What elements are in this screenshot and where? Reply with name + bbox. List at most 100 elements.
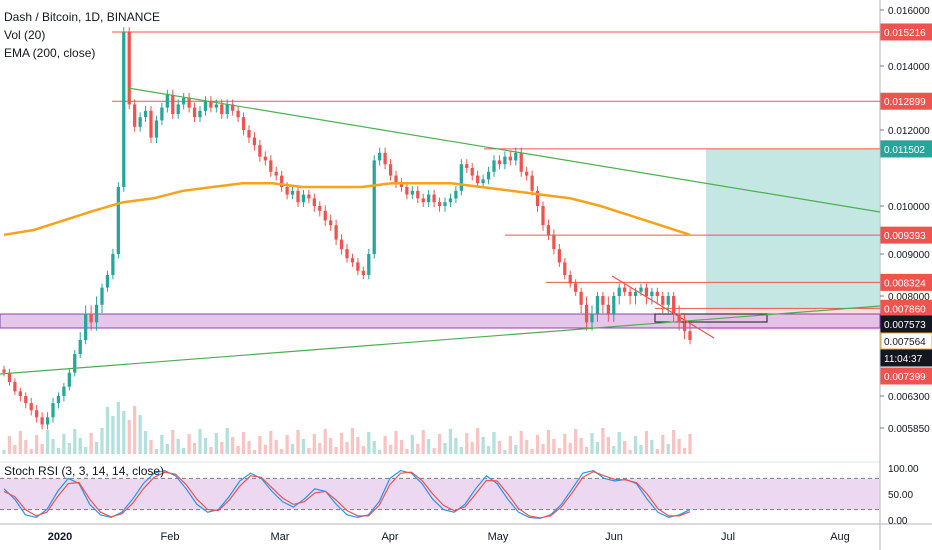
candle-body — [2, 369, 6, 373]
candle-body — [661, 296, 665, 305]
price-tag-box — [880, 315, 932, 333]
volume-bar — [116, 402, 120, 454]
price-tag-label: 0.008324 — [884, 278, 926, 289]
volume-bar — [579, 438, 583, 454]
candle-body — [111, 254, 115, 275]
volume-bar — [105, 407, 110, 454]
candle-body — [269, 160, 273, 172]
volume-bar — [154, 449, 159, 454]
candle-body — [263, 156, 267, 161]
candle-body — [192, 107, 197, 118]
volume-bar — [481, 437, 485, 454]
x-tick-label: Apr — [381, 531, 398, 543]
candle-body — [459, 164, 463, 191]
candle-body — [252, 137, 257, 146]
volume-bar — [350, 428, 355, 454]
ascending-trendline — [0, 305, 881, 375]
volume-bar — [672, 430, 676, 454]
symbol-title: Dash / Bitcoin, 1D, BINANCE — [4, 10, 161, 24]
candle-body — [378, 152, 382, 161]
volume-bar — [138, 415, 142, 454]
price-tag-box — [880, 332, 932, 350]
y-tick-label: 0.009000 — [888, 250, 930, 261]
y-tick-label: 0.006300 — [888, 392, 930, 403]
volume-bar — [214, 433, 218, 454]
candle-body — [149, 110, 153, 138]
candle-body — [546, 225, 551, 235]
stoch-d-line — [3, 470, 691, 519]
candle-body — [258, 145, 262, 157]
descending-trendline — [127, 87, 881, 213]
volume-bar — [133, 406, 137, 454]
volume-bar — [612, 446, 616, 454]
price-tag-box — [880, 367, 932, 385]
candle-body — [198, 110, 202, 118]
volume-bar — [666, 444, 670, 454]
volume-bar — [258, 436, 262, 454]
short-downtrend — [611, 275, 715, 339]
candle-body — [644, 287, 649, 296]
y-tick-label: 0.012000 — [888, 126, 930, 137]
volume-bar — [503, 450, 507, 454]
candle-body — [503, 156, 507, 165]
candle-body — [535, 190, 540, 206]
candle-body — [552, 234, 556, 250]
candle-body — [677, 313, 681, 323]
volume-bar — [454, 438, 458, 454]
candle-body — [285, 187, 289, 195]
candle-body — [73, 354, 77, 373]
volume-bar — [443, 443, 447, 454]
candle-body — [606, 304, 610, 314]
candle-body — [361, 270, 365, 275]
volume-bar — [225, 428, 229, 454]
x-tick-label: 2020 — [48, 531, 72, 543]
candle-body — [323, 210, 327, 221]
volume-bar — [339, 433, 344, 454]
stoch-k-line — [3, 469, 691, 520]
candle-body — [203, 101, 208, 111]
volume-bar — [682, 448, 687, 454]
candle-body — [601, 296, 605, 305]
volume-bar — [399, 440, 404, 454]
volume-bar — [367, 432, 371, 454]
volume-bar — [241, 432, 246, 454]
volume-bar — [416, 444, 420, 454]
volume-bar — [187, 434, 191, 454]
candle-body — [35, 410, 39, 418]
candle-body — [639, 287, 643, 292]
candle-body — [394, 175, 398, 184]
volume-bar — [127, 420, 131, 454]
volume-bar — [171, 430, 175, 454]
volume-bar — [285, 435, 289, 454]
candle-body — [584, 304, 589, 323]
candle-body — [666, 296, 670, 305]
volume-legend: Vol (20) — [4, 28, 46, 42]
candle-body — [225, 104, 229, 114]
volume-bar — [252, 450, 257, 454]
volume-bar — [94, 442, 99, 454]
candle-body — [410, 190, 414, 195]
candle-body — [133, 104, 137, 127]
candle-body — [448, 198, 453, 203]
candle-body — [334, 225, 338, 240]
volume-bar — [655, 449, 659, 454]
candle-body — [595, 296, 600, 314]
candle-body — [486, 171, 491, 180]
volume-bar — [606, 437, 610, 454]
candle-body — [220, 104, 224, 114]
candle-body — [165, 94, 169, 108]
zone-marker — [654, 313, 768, 323]
volume-bar — [220, 442, 224, 454]
candle-body — [56, 396, 61, 404]
volume-bar — [203, 438, 208, 454]
candle-body — [312, 198, 316, 206]
candle-body — [7, 372, 12, 382]
volume-bar — [111, 416, 115, 454]
volume-bar — [247, 441, 251, 454]
candle-body — [40, 417, 44, 425]
candle-body — [67, 372, 71, 387]
candle-body — [13, 382, 17, 392]
price-tag-box — [880, 349, 932, 367]
volume-bar — [51, 439, 55, 454]
